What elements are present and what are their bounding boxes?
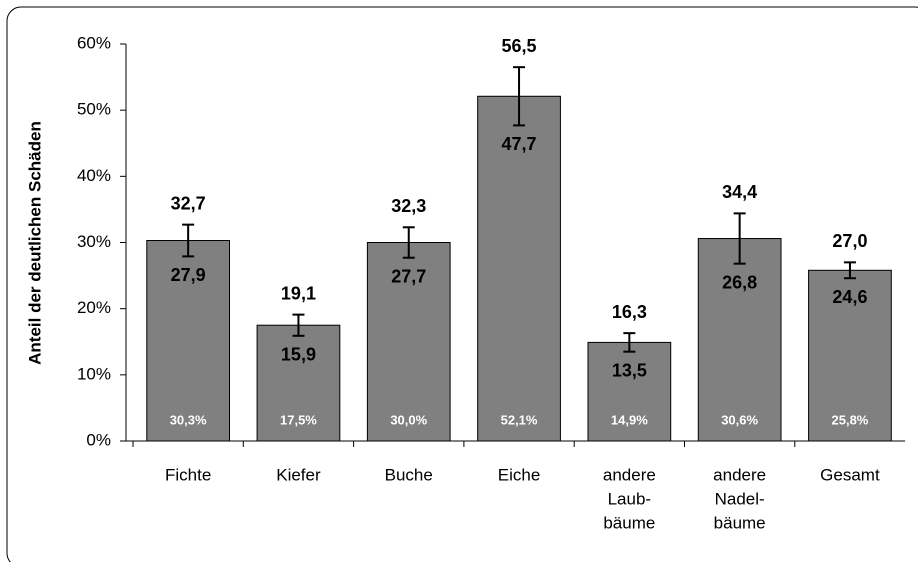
upper-label: 34,4 [722,182,757,202]
lower-label: 15,9 [281,345,316,365]
y-tick-label: 40% [77,166,111,185]
lower-label: 27,9 [171,265,206,285]
bar-value-label: 17,5% [280,412,317,427]
upper-label: 27,0 [832,231,867,251]
bar [477,95,561,442]
x-tick-label: andere [713,465,766,484]
bar [366,242,451,442]
x-tick-label: Nadel- [715,489,765,508]
y-tick-label: 0% [86,430,111,449]
y-tick-label: 30% [77,232,111,251]
upper-label: 32,3 [391,196,426,216]
bar-value-label: 30,0% [390,412,427,427]
bar-value-label: 14,9% [611,412,648,427]
y-tick-label: 20% [77,298,111,317]
x-tick-label: bäume [714,513,766,532]
x-tick-label: Fichte [165,465,211,484]
bar [587,341,672,442]
x-tick-label: Gesamt [820,465,880,484]
bar [808,269,892,442]
x-tick-label: Buche [385,465,433,484]
bar-value-label: 25,8% [832,412,869,427]
chart-border [6,6,918,562]
bar [697,238,782,442]
bar-value-label: 52,1% [501,412,538,427]
y-tick-label: 60% [77,33,111,52]
lower-label: 26,8 [722,272,757,292]
lower-label: 13,5 [612,360,647,380]
x-tick-label: Kiefer [276,465,321,484]
upper-label: 19,1 [281,283,316,303]
y-tick-label: 10% [77,364,111,383]
bar [146,240,231,442]
upper-label: 56,5 [502,36,537,56]
upper-label: 16,3 [612,302,647,322]
y-axis-label: Anteil der deutlichen Schäden [25,121,44,365]
lower-label: 47,7 [502,134,537,154]
x-tick-label: Laub- [608,489,651,508]
lower-label: 27,7 [391,266,426,286]
upper-label: 32,7 [171,193,206,213]
x-tick-label: bäume [603,513,655,532]
x-tick-label: Eiche [498,465,541,484]
x-tick-label: andere [603,465,656,484]
bar-value-label: 30,3% [170,412,207,427]
lower-label: 24,6 [832,287,867,307]
y-tick-label: 50% [77,100,111,119]
bar-value-label: 30,6% [721,412,758,427]
